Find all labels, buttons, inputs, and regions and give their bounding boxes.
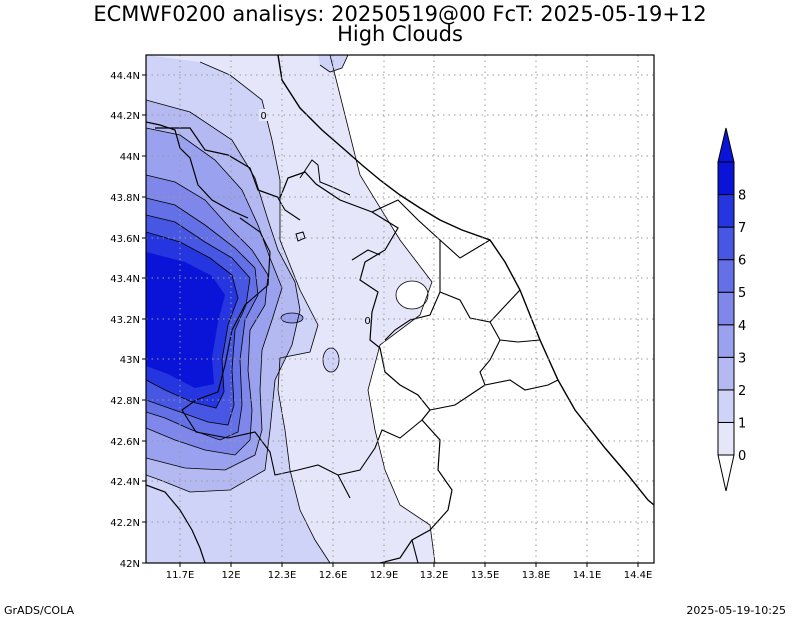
lat-tick-label: 44.4N bbox=[110, 71, 140, 82]
cloud-fill-layer bbox=[146, 55, 654, 563]
chart-subtitle: High Clouds bbox=[337, 22, 463, 46]
colorbar-label: 2 bbox=[738, 384, 746, 399]
fill-blob-small-2 bbox=[323, 348, 339, 372]
colorbar-arrow-bottom bbox=[717, 454, 735, 492]
footer-timestamp: 2025-05-19-10:25 bbox=[686, 604, 786, 617]
graticule bbox=[142, 55, 654, 567]
lat-axis-labels: 44.4N 44.2N 44N 43.8N 43.6N 43.4N 43.2N 43N 42.8… bbox=[110, 71, 140, 570]
lat-tick-label: 42.8N bbox=[110, 396, 140, 407]
colorbar: 0 1 2 3 4 5 6 7 8 bbox=[717, 127, 746, 492]
fill-blob-adriatic bbox=[396, 281, 428, 309]
lat-tick-label: 43.6N bbox=[110, 234, 140, 245]
lon-tick-label: 12E bbox=[221, 570, 240, 581]
colorbar-swatch bbox=[717, 389, 735, 423]
san-marino-enclave bbox=[295, 231, 306, 242]
lon-tick-label: 13.2E bbox=[420, 570, 449, 581]
lon-axis-labels: 11.7E 12E 12.3E 12.6E 12.9E 13.2E 13.5E 13.8E 14… bbox=[166, 570, 653, 581]
colorbar-swatch bbox=[717, 259, 735, 293]
colorbar-swatch bbox=[717, 161, 735, 196]
lon-tick-label: 11.7E bbox=[166, 570, 195, 581]
contour-label-bg-2 bbox=[363, 314, 372, 326]
colorbar-label: 5 bbox=[738, 286, 746, 301]
colorbar-swatch bbox=[717, 226, 735, 261]
contour-line-zero bbox=[329, 55, 436, 563]
lat-tick-label: 44.2N bbox=[110, 111, 140, 122]
colorbar-label: 1 bbox=[738, 416, 746, 431]
province-boundary-marche bbox=[371, 199, 559, 411]
lon-tick-label: 12.9E bbox=[370, 570, 399, 581]
contour-blob-small-2 bbox=[322, 347, 340, 373]
colorbar-label: 7 bbox=[738, 221, 746, 236]
lat-tick-label: 42.6N bbox=[110, 437, 140, 448]
chart-title: ECMWF0200 analisys: 20250519@00 FcT: 202… bbox=[93, 2, 707, 26]
colorbar-label: 4 bbox=[738, 319, 746, 334]
lon-tick-label: 12.6E bbox=[319, 570, 348, 581]
colorbar-swatch bbox=[717, 194, 735, 228]
lon-tick-label: 13.8E bbox=[522, 570, 551, 581]
colorbar-swatch bbox=[717, 324, 735, 358]
lat-tick-label: 43N bbox=[120, 355, 140, 366]
fill-level-9 bbox=[146, 252, 225, 388]
lat-tick-label: 43.2N bbox=[110, 315, 140, 326]
contour-layer bbox=[146, 55, 436, 563]
contour-label-1: 0 bbox=[260, 111, 266, 122]
colorbar-label: 6 bbox=[738, 254, 746, 269]
lat-tick-label: 42.2N bbox=[110, 518, 140, 529]
contour-blob-small-1 bbox=[280, 312, 304, 324]
map-frame bbox=[145, 54, 655, 564]
colorbar-label: 8 bbox=[738, 189, 746, 204]
coastline bbox=[277, 55, 654, 506]
lon-tick-label: 14.1E bbox=[573, 570, 602, 581]
lon-tick-label: 14.4E bbox=[624, 570, 653, 581]
contour-label-bg-1 bbox=[259, 109, 268, 121]
colorbar-swatch bbox=[717, 421, 735, 456]
lat-tick-label: 44N bbox=[120, 152, 140, 163]
region-boundary-umbria bbox=[155, 127, 453, 563]
contour-line-3 bbox=[146, 174, 269, 456]
contour-line-5 bbox=[146, 214, 251, 426]
colorbar-swatch bbox=[717, 356, 735, 391]
contour-line-6 bbox=[146, 231, 239, 409]
boundary-layer bbox=[146, 55, 654, 563]
contour-label-2: 0 bbox=[364, 316, 370, 327]
contour-line-1 bbox=[146, 99, 301, 493]
lat-tick-label: 42N bbox=[120, 559, 140, 570]
lon-tick-label: 13.5E bbox=[471, 570, 500, 581]
fill-top-pocket bbox=[318, 55, 348, 72]
contour-top-pocket bbox=[318, 55, 349, 73]
colorbar-swatch bbox=[717, 291, 735, 326]
lat-tick-label: 43.8N bbox=[110, 193, 140, 204]
lat-tick-label: 42.4N bbox=[110, 477, 140, 488]
footer-credit: GrADS/COLA bbox=[4, 604, 74, 617]
contour-line-2 bbox=[146, 127, 283, 471]
colorbar-label: 3 bbox=[738, 351, 746, 366]
colorbar-arrow-top bbox=[717, 127, 735, 163]
region-boundary-inner bbox=[181, 217, 351, 499]
province-boundary-lazio bbox=[277, 197, 423, 563]
lat-tick-label: 43.4N bbox=[110, 274, 140, 285]
colorbar-label: 0 bbox=[738, 449, 746, 464]
tuscany-coast bbox=[146, 121, 249, 563]
lon-tick-label: 12.3E bbox=[268, 570, 297, 581]
contour-blob-adriatic bbox=[395, 280, 429, 310]
